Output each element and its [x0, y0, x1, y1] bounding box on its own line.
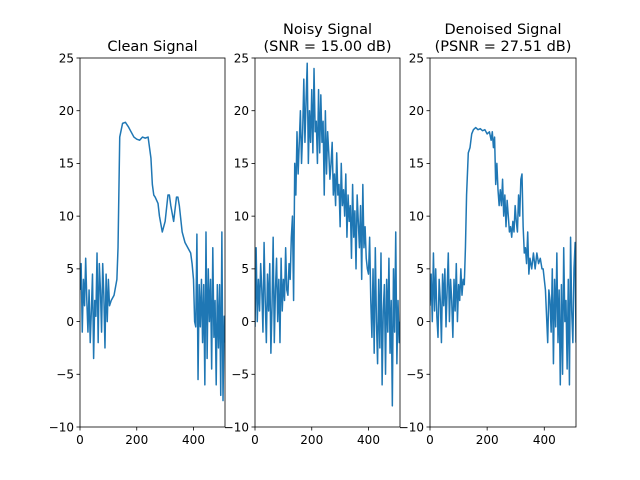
y-tick-label: 25 [409, 51, 424, 65]
subplot-title: Denoised Signal (PSNR = 27.51 dB) [435, 22, 572, 55]
subplot-title: Noisy Signal (SNR = 15.00 dB) [263, 22, 391, 55]
x-tick-label: 0 [426, 433, 434, 447]
y-tick-label: 20 [234, 104, 249, 118]
x-tick-label: 400 [357, 433, 380, 447]
x-tick-label: 200 [125, 433, 148, 447]
y-tick-label: 20 [59, 104, 74, 118]
y-tick-label: −5 [406, 368, 424, 382]
subplot-title-line: (PSNR = 27.51 dB) [435, 39, 572, 55]
y-tick-label: 5 [416, 262, 424, 276]
subplot-title-line: Noisy Signal [283, 22, 372, 38]
y-tick-label: 10 [234, 209, 249, 223]
series-line [255, 62, 400, 407]
subplot-title: Clean Signal [107, 39, 197, 55]
subplot-title-line: Clean Signal [107, 39, 197, 55]
x-tick-label: 400 [533, 433, 556, 447]
y-tick-label: −10 [224, 420, 249, 434]
subplot-title-line: Denoised Signal [444, 22, 561, 38]
y-tick-label: 0 [416, 315, 424, 329]
subplot-2: −10 −5 0 5 10 15 20 25 0 200 400 Noisy Signal (SNR =… [224, 22, 401, 447]
x-tick-label: 200 [300, 433, 323, 447]
series-line [430, 126, 576, 386]
y-tick-label: 25 [59, 51, 74, 65]
y-tick-label: −10 [399, 420, 424, 434]
y-tick-label: 5 [66, 262, 74, 276]
x-tick-label: 400 [182, 433, 205, 447]
y-tick-label: −5 [231, 368, 249, 382]
y-tick-label: 10 [59, 209, 74, 223]
y-tick-label: 5 [241, 262, 249, 276]
axes-frame [79, 57, 226, 428]
y-tick-label: 15 [234, 157, 249, 171]
x-tick-label: 0 [251, 433, 259, 447]
subplot-3: −10 −5 0 5 10 15 20 25 0 200 400 Denoised Signal (PS… [399, 22, 577, 447]
y-tick-label: 0 [66, 315, 74, 329]
y-tick-label: −5 [56, 368, 74, 382]
subplot-1: −10 −5 0 5 10 15 20 25 0 200 400 Clean Signal [49, 39, 226, 447]
x-tick-label: 0 [76, 433, 84, 447]
y-tick-label: 20 [409, 104, 424, 118]
y-tick-label: 0 [241, 315, 249, 329]
y-tick-label: 15 [409, 157, 424, 171]
series-line [80, 121, 225, 402]
y-tick-label: 10 [409, 209, 424, 223]
subplot-title-line: (SNR = 15.00 dB) [263, 39, 391, 55]
x-tick-label: 200 [476, 433, 499, 447]
y-tick-label: 25 [234, 51, 249, 65]
y-tick-label: 15 [59, 157, 74, 171]
axes-frame [254, 57, 401, 428]
axes-frame [429, 57, 577, 428]
y-tick-label: −10 [49, 420, 74, 434]
